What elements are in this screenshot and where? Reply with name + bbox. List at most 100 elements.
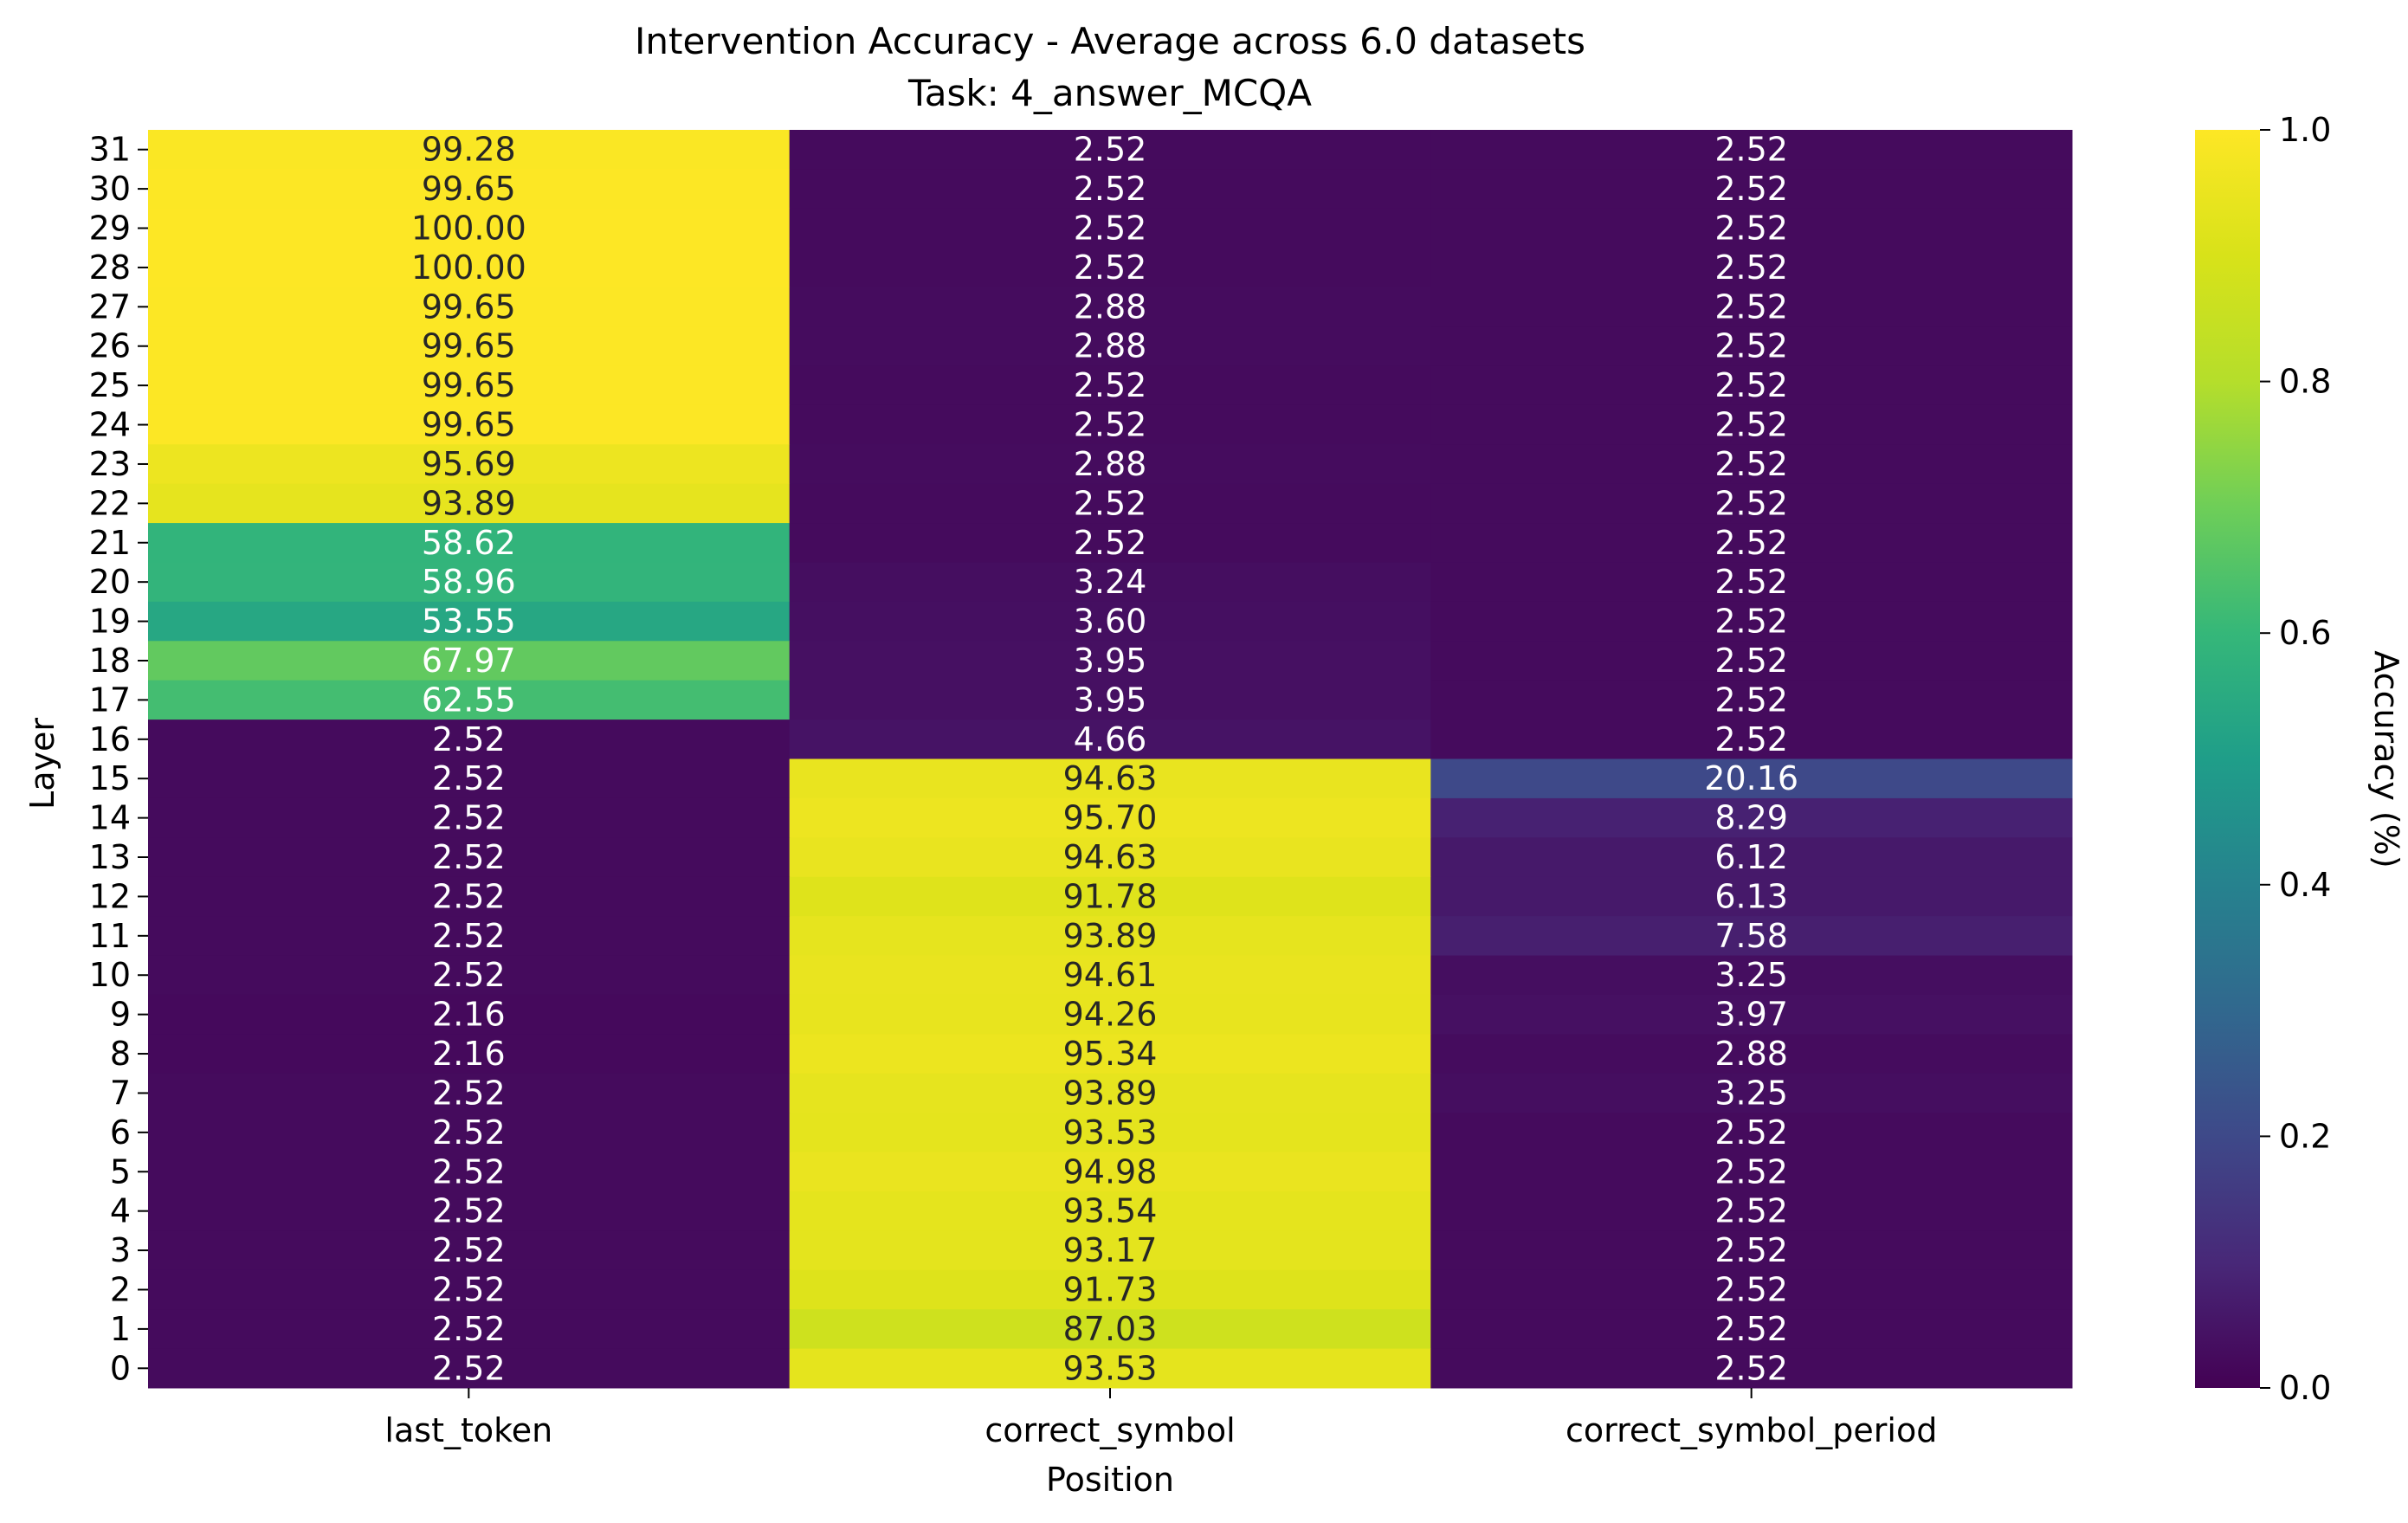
cell-value-label: 2.52 (432, 720, 506, 758)
cell-value-label: 2.52 (432, 917, 506, 955)
y-tick-label: 19 (89, 603, 131, 641)
cell-value-label: 20.16 (1704, 759, 1798, 797)
cell-value-label: 6.12 (1714, 838, 1788, 876)
cell-value-label: 58.96 (422, 563, 516, 601)
cell-value-label: 100.00 (411, 248, 526, 287)
colorbar-label: Accuracy (%) (2367, 650, 2405, 868)
heatmap-cell (1430, 287, 2073, 327)
heatmap-cell (148, 562, 791, 603)
x-tick-label: correct_symbol (985, 1411, 1235, 1449)
cell-value-label: 7.58 (1714, 917, 1788, 955)
cell-value-label: 2.52 (1074, 170, 1147, 208)
cell-value-label: 2.52 (1714, 445, 1788, 483)
heatmap-cell (1430, 994, 2073, 1035)
y-tick-label: 8 (110, 1035, 131, 1073)
cell-value-label: 3.97 (1714, 996, 1788, 1034)
y-tick-label: 20 (89, 563, 131, 601)
y-tick-label: 23 (89, 445, 131, 483)
y-tick-label: 18 (89, 642, 131, 680)
heatmap-cell (789, 444, 1431, 485)
heatmap-cell (148, 797, 791, 838)
cell-value-label: 93.89 (422, 484, 516, 522)
heatmap-cell (1430, 1309, 2073, 1350)
heatmap-cell (789, 1269, 1431, 1310)
heatmap-cell (789, 680, 1431, 720)
y-tick-label: 14 (89, 799, 131, 837)
cell-value-label: 91.78 (1063, 877, 1158, 915)
cell-value-label: 2.52 (1714, 524, 1788, 562)
cell-value-label: 2.52 (1714, 287, 1788, 326)
cell-value-label: 99.65 (422, 366, 516, 404)
colorbar-tick-label: 0.4 (2279, 866, 2331, 904)
colorbar-tick-label: 0.8 (2279, 363, 2331, 401)
heatmap-cell (1430, 1269, 2073, 1310)
y-tick-label: 12 (89, 877, 131, 915)
cell-value-label: 99.65 (422, 170, 516, 208)
y-tick-label: 2 (110, 1270, 131, 1308)
y-tick-label: 16 (89, 720, 131, 758)
cell-value-label: 93.89 (1063, 917, 1158, 955)
cell-value-label: 99.65 (422, 327, 516, 365)
cell-value-label: 2.52 (1074, 131, 1147, 169)
heatmap-cell (148, 208, 791, 248)
cell-value-label: 2.52 (1714, 1270, 1788, 1308)
heatmap-cell (1430, 797, 2073, 838)
heatmap-cell (1430, 444, 2073, 485)
heatmap-cell (789, 1348, 1431, 1389)
cell-value-label: 93.53 (1063, 1349, 1158, 1387)
cell-value-label: 3.95 (1074, 681, 1147, 719)
heatmap-cell (789, 955, 1431, 996)
heatmap-cell (789, 404, 1431, 445)
heatmap-cell (789, 208, 1431, 248)
heatmap-cell (789, 326, 1431, 366)
cell-value-label: 2.52 (432, 1349, 506, 1387)
heatmap-cell (148, 1034, 791, 1074)
heatmap-cell (148, 720, 791, 759)
cell-value-label: 2.52 (1714, 170, 1788, 208)
heatmap-cell (1430, 720, 2073, 759)
cell-value-label: 2.52 (1714, 642, 1788, 680)
cell-value-label: 2.52 (432, 1074, 506, 1112)
heatmap-cell (789, 483, 1431, 524)
heatmap-cell (1430, 169, 2073, 210)
heatmap-cell (148, 1152, 791, 1192)
heatmap-cell (148, 523, 791, 563)
cell-value-label: 2.52 (432, 1152, 506, 1191)
heatmap-cell (789, 641, 1431, 681)
cell-value-label: 2.52 (1714, 1310, 1788, 1348)
heatmap-cell (1430, 365, 2073, 406)
cell-value-label: 95.34 (1063, 1035, 1158, 1073)
x-tick-label: last_token (384, 1411, 552, 1449)
cell-value-label: 2.52 (432, 1192, 506, 1230)
y-tick-label: 0 (110, 1349, 131, 1387)
heatmap-cell (789, 1034, 1431, 1074)
heatmap-cell (1430, 523, 2073, 563)
cell-value-label: 99.28 (422, 131, 516, 169)
heatmap-cell (148, 444, 791, 485)
cell-value-label: 3.25 (1714, 956, 1788, 994)
cell-value-label: 2.52 (432, 1270, 506, 1308)
y-tick-label: 27 (89, 287, 131, 326)
heatmap-cell (1430, 916, 2073, 957)
heatmap-cell (1430, 483, 2073, 524)
y-tick-label: 30 (89, 170, 131, 208)
heatmap-cell (789, 758, 1431, 799)
cell-value-label: 94.63 (1063, 759, 1158, 797)
y-tick-label: 1 (110, 1310, 131, 1348)
cell-value-label: 2.52 (1074, 248, 1147, 287)
cell-value-label: 2.52 (1714, 1152, 1788, 1191)
cell-value-label: 2.52 (1714, 1113, 1788, 1152)
heatmap-cell (148, 837, 791, 878)
heatmap-cell (1430, 1230, 2073, 1271)
heatmap-cell (148, 326, 791, 366)
cell-value-label: 8.29 (1714, 799, 1788, 837)
heatmap-cell (148, 994, 791, 1035)
heatmap-cell (1430, 248, 2073, 288)
heatmap-cell (148, 641, 791, 681)
heatmap-cell (789, 523, 1431, 563)
y-tick-label: 26 (89, 327, 131, 365)
cell-value-label: 2.52 (1074, 366, 1147, 404)
y-tick-label: 4 (110, 1192, 131, 1230)
y-tick-label: 22 (89, 484, 131, 522)
cell-value-label: 94.61 (1063, 956, 1158, 994)
